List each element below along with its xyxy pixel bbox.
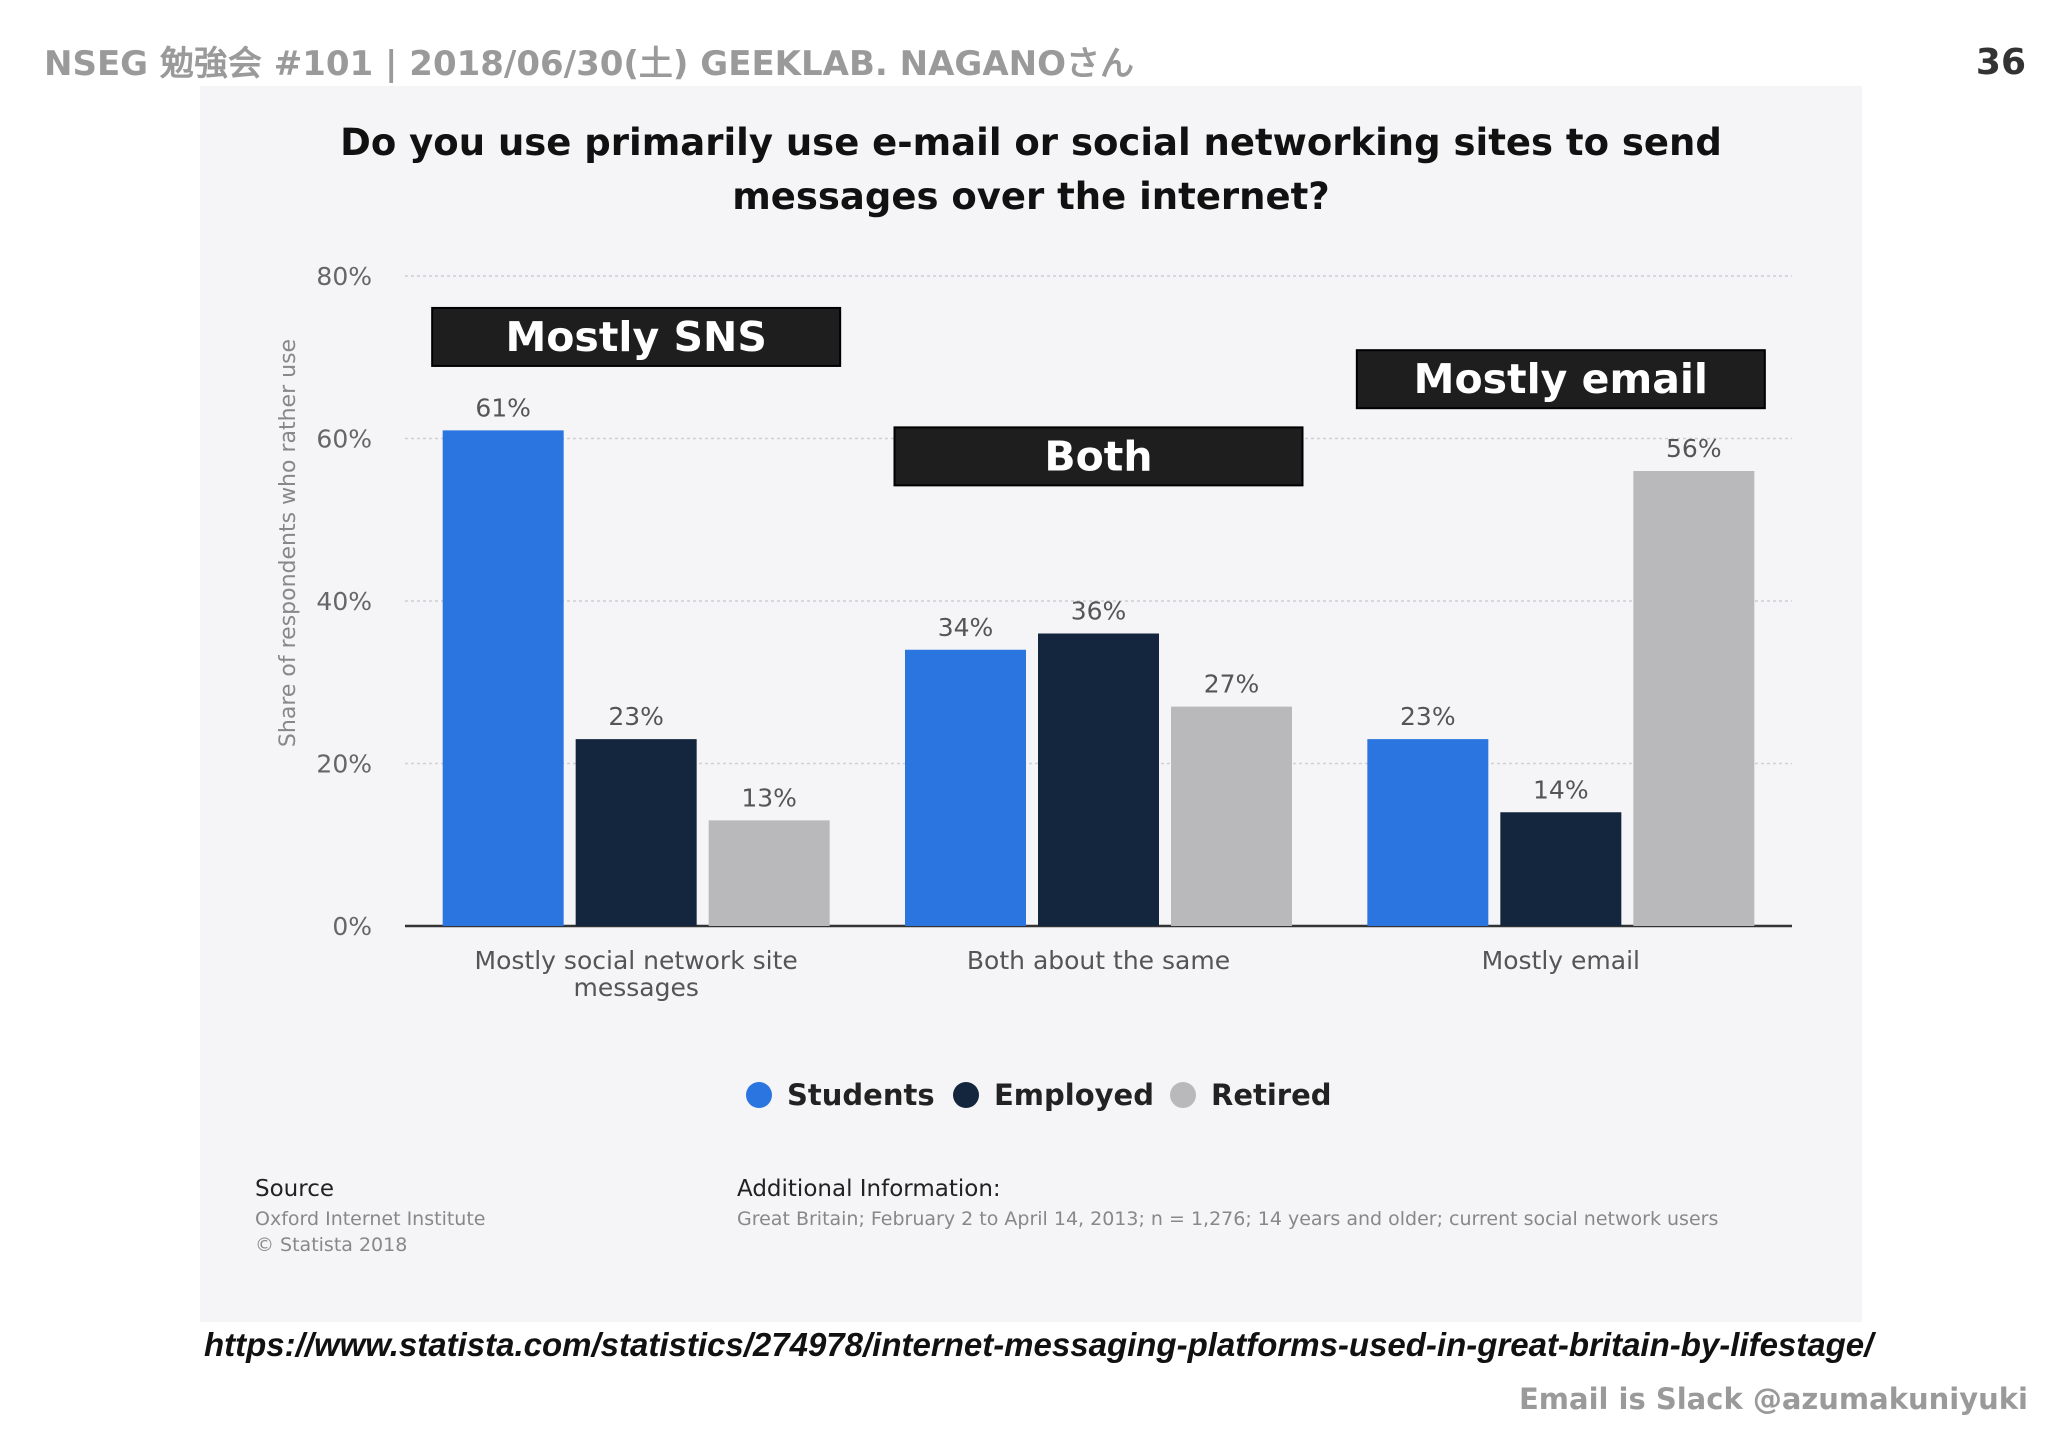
slide-header: NSEG 勉強会 #101 | 2018/06/30(土) GEEKLAB. N… (44, 44, 1135, 84)
legend-swatch (953, 1082, 979, 1108)
bar (1171, 706, 1292, 926)
data-label: 56% (1666, 434, 1722, 463)
source-line-2: © Statista 2018 (255, 1234, 408, 1256)
bar (905, 649, 1026, 926)
chart-title: Do you use primarily use e-mail or socia… (200, 116, 1862, 224)
data-label: 23% (608, 702, 664, 731)
data-label: 14% (1533, 775, 1589, 804)
y-tick-label: 0% (332, 912, 372, 941)
data-label: 61% (475, 393, 531, 422)
chart-title-line-1: Do you use primarily use e-mail or socia… (340, 121, 1722, 164)
data-label: 27% (1204, 670, 1260, 699)
y-tick-label: 80% (316, 262, 372, 291)
data-label: 36% (1071, 597, 1127, 626)
bar (1038, 633, 1159, 926)
annotation-box (893, 426, 1304, 487)
chart-title-line-2: messages over the internet? (732, 175, 1330, 218)
annotation-label: Mostly email (1414, 355, 1708, 403)
legend-label: Employed (994, 1078, 1154, 1112)
bar (575, 739, 697, 926)
x-tick-label: Mostly social network site (475, 946, 798, 975)
bar (1633, 471, 1755, 926)
footer-credit: Email is Slack @azumakuniyuki (1518, 1382, 2028, 1416)
annotation-label: Mostly SNS (505, 313, 766, 361)
y-tick-label: 20% (316, 750, 372, 779)
data-label: 13% (741, 783, 797, 812)
source-heading: Source (255, 1176, 334, 1202)
bar (708, 820, 830, 926)
x-tick-label: Both about the same (967, 946, 1230, 975)
data-label: 34% (938, 613, 994, 642)
additional-info-heading: Additional Information: (737, 1176, 1001, 1202)
chart-panel: Do you use primarily use e-mail or socia… (200, 86, 1862, 1322)
source-line-1: Oxford Internet Institute (255, 1208, 486, 1230)
bar-chart: 0% 20% 40% 60% 80% Share of respondents who r… (276, 262, 1792, 1112)
source-url-link[interactable]: https://www.statista.com/statistics/2749… (204, 1326, 1874, 1363)
y-axis-label: Share of respondents who rather use (276, 339, 301, 747)
legend-swatch (746, 1082, 772, 1108)
legend-swatch (1170, 1082, 1196, 1108)
x-tick-label: Mostly email (1482, 946, 1640, 975)
annotation-label: Both (1044, 432, 1152, 480)
legend-label: Retired (1211, 1078, 1332, 1112)
annotation-box (431, 306, 842, 367)
y-tick-label: 40% (316, 587, 372, 616)
x-tick-label: messages (573, 973, 698, 1002)
bar (442, 430, 564, 926)
y-tick-label: 60% (316, 425, 372, 454)
source-block: Source Oxford Internet Institute © Stati… (255, 1176, 715, 1258)
bar (1367, 739, 1489, 926)
data-label: 23% (1400, 702, 1456, 731)
bar (1500, 812, 1622, 926)
additional-info-block: Additional Information: Great Britain; F… (737, 1176, 1837, 1232)
additional-info-text: Great Britain; February 2 to April 14, 2… (737, 1208, 1719, 1230)
annotation-box (1355, 349, 1766, 410)
page-number: 36 (1975, 42, 2026, 83)
legend-label: Students (787, 1078, 935, 1112)
